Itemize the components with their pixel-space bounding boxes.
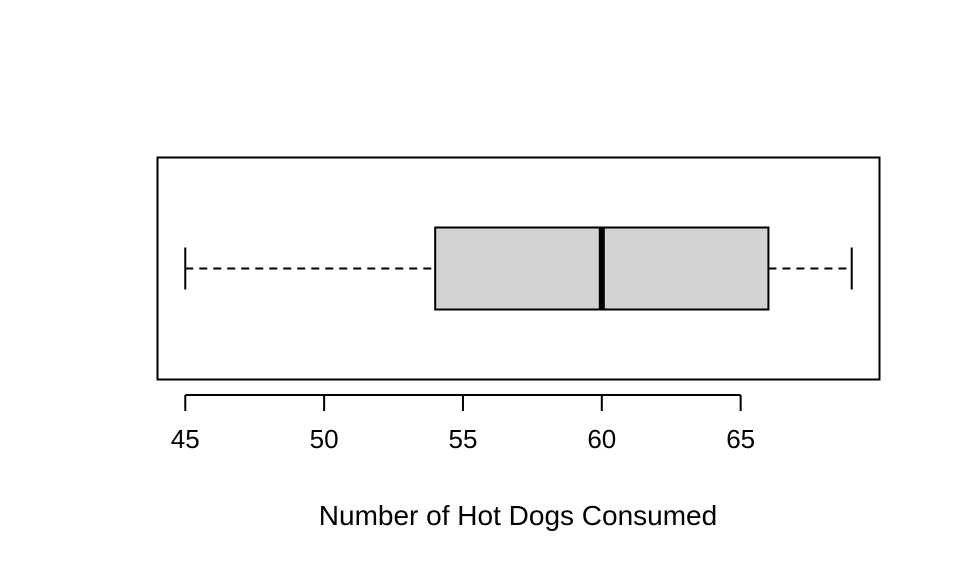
x-tick-label: 55	[449, 424, 478, 454]
x-tick-label: 65	[726, 424, 755, 454]
x-axis: 45 50 55 60 65	[171, 394, 755, 454]
x-tick-label: 45	[171, 424, 200, 454]
x-tick-label: 50	[310, 424, 339, 454]
boxplot-series	[184, 226, 853, 311]
x-axis-title: Number of Hot Dogs Consumed	[319, 500, 717, 531]
x-tick-label: 60	[587, 424, 616, 454]
plot-frame	[156, 156, 881, 381]
